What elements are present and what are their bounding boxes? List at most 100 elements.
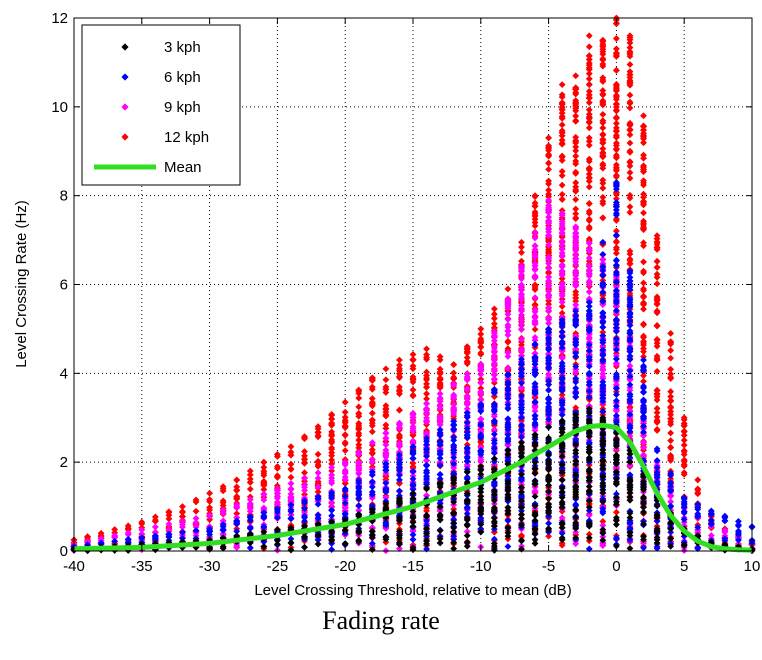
data-point — [667, 542, 675, 550]
data-point — [558, 524, 566, 532]
data-point — [396, 361, 403, 369]
data-point — [368, 471, 376, 479]
data-point — [490, 332, 498, 340]
data-point — [667, 365, 675, 373]
data-point — [640, 126, 647, 134]
data-point — [653, 258, 661, 265]
data-point — [179, 513, 186, 521]
data-point — [613, 384, 620, 392]
data-point — [423, 395, 430, 403]
data-point — [518, 403, 525, 411]
data-point — [613, 262, 620, 270]
data-point — [640, 305, 647, 313]
data-point — [599, 526, 607, 534]
data-point — [572, 157, 580, 165]
data-point — [463, 401, 471, 408]
data-point — [545, 423, 552, 431]
data-point — [599, 37, 607, 44]
data-point — [314, 488, 322, 496]
data-point — [260, 463, 268, 471]
data-point — [613, 493, 620, 501]
data-point — [518, 268, 525, 276]
data-point — [246, 478, 254, 486]
data-point — [151, 534, 159, 542]
data-point — [558, 303, 566, 310]
data-point — [599, 214, 607, 222]
data-point — [599, 149, 607, 157]
data-point — [436, 368, 444, 376]
data-point — [463, 528, 471, 536]
data-point — [613, 359, 620, 367]
data-point — [545, 410, 552, 418]
data-point — [558, 241, 566, 249]
data-point — [192, 519, 200, 527]
data-point — [572, 210, 580, 218]
data-point — [355, 536, 363, 544]
data-point — [368, 491, 376, 499]
data-point — [599, 279, 607, 287]
data-point — [585, 433, 593, 440]
data-point — [151, 517, 159, 525]
data-point — [640, 279, 647, 287]
data-point — [585, 225, 593, 233]
data-point — [490, 342, 498, 350]
data-point — [287, 546, 295, 554]
data-point — [341, 419, 349, 427]
data-point — [585, 331, 593, 338]
data-point — [585, 134, 593, 142]
data-point — [314, 531, 322, 539]
data-point — [545, 405, 552, 413]
data-point — [504, 532, 512, 540]
data-point — [531, 502, 539, 510]
data-point — [599, 251, 607, 258]
data-point — [450, 444, 458, 452]
data-point — [341, 499, 349, 507]
data-point — [640, 384, 647, 392]
data-point — [572, 152, 580, 160]
data-point — [382, 479, 390, 487]
data-point — [355, 394, 363, 402]
data-point — [463, 542, 471, 550]
data-point — [314, 425, 322, 433]
data-point — [626, 477, 634, 484]
data-point — [246, 485, 254, 493]
data-point — [572, 112, 580, 120]
data-point — [585, 106, 593, 114]
data-point — [640, 190, 647, 198]
data-point — [355, 507, 363, 514]
data-point — [558, 344, 566, 352]
data-point — [667, 491, 675, 499]
data-point — [463, 413, 471, 421]
data-point — [613, 278, 620, 286]
data-point — [355, 389, 363, 397]
data-point — [626, 274, 634, 281]
data-point — [518, 414, 525, 422]
data-point — [179, 508, 186, 515]
data-point — [545, 355, 552, 363]
data-point — [450, 374, 458, 382]
data-point — [504, 438, 512, 445]
legend-swatch — [121, 43, 129, 51]
data-point — [626, 373, 634, 380]
data-point — [531, 368, 539, 376]
data-point — [626, 545, 634, 552]
data-point — [585, 183, 593, 191]
data-point — [558, 411, 566, 419]
data-point — [640, 533, 647, 541]
data-point — [599, 266, 607, 274]
data-point — [436, 356, 444, 364]
data-point — [626, 428, 634, 435]
data-point — [558, 229, 566, 237]
data-point — [585, 43, 593, 51]
data-point — [545, 450, 552, 458]
data-point — [558, 105, 566, 113]
data-point — [531, 222, 539, 230]
data-point — [436, 527, 444, 534]
data-point — [274, 540, 281, 548]
data-point — [490, 407, 498, 415]
data-point — [382, 412, 390, 420]
data-point — [518, 450, 525, 457]
data-point — [504, 415, 512, 423]
data-point — [368, 409, 376, 417]
